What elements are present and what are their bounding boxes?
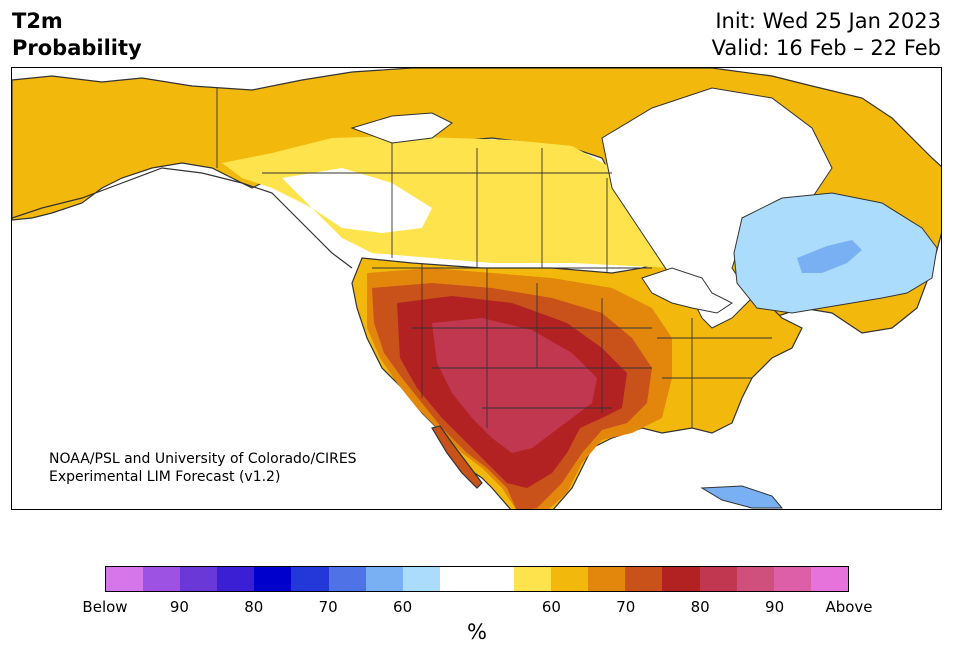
colorbar-swatch [551, 567, 589, 591]
colorbar-swatch [514, 567, 552, 591]
colorbar-tick-label: Above [825, 598, 873, 616]
colorbar-swatch [625, 567, 663, 591]
colorbar-swatch [180, 567, 218, 591]
title-line-1: T2m [12, 9, 63, 33]
colorbar-swatch [476, 567, 515, 591]
colorbar-swatch [588, 567, 626, 591]
map-panel [11, 67, 942, 510]
colorbar-unit: % [467, 620, 487, 644]
colorbar-tick-label: 90 [169, 598, 189, 616]
colorbar-tick-label: 60 [541, 598, 561, 616]
chart-title: T2m Probability [12, 8, 142, 62]
colorbar-tick-label: Below [82, 598, 128, 616]
colorbar-swatch [217, 567, 255, 591]
init-date: Init: Wed 25 Jan 2023 [715, 9, 941, 33]
valid-range: Valid: 16 Feb – 22 Feb [711, 36, 941, 60]
colorbar-swatch [810, 567, 848, 591]
colorbar-swatch [106, 567, 144, 591]
colorbar-swatch [365, 567, 403, 591]
colorbar-swatch [736, 567, 774, 591]
credit-line-2: Experimental LIM Forecast (v1.2) [49, 469, 281, 485]
boundaries [216, 88, 772, 428]
title-line-2: Probability [12, 36, 142, 60]
colorbar-swatch [773, 567, 811, 591]
colorbar-swatch [402, 567, 440, 591]
colorbar-tick-label: 60 [393, 598, 413, 616]
region-neutral-west [282, 168, 432, 233]
colorbar-tick-label: 80 [244, 598, 264, 616]
cuba [700, 485, 784, 509]
colorbar-tick-label: 70 [318, 598, 338, 616]
colorbar-swatch [662, 567, 700, 591]
alaska-coast [12, 167, 353, 269]
colorbar-swatch [254, 567, 292, 591]
colorbar-tick-label: 80 [690, 598, 710, 616]
colorbar-swatch [699, 567, 737, 591]
credit-line-1: NOAA/PSL and University of Colorado/CIRE… [49, 451, 357, 467]
colorbar-swatch [328, 567, 366, 591]
credit-text: NOAA/PSL and University of Colorado/CIRE… [49, 450, 357, 486]
colorbar-swatch [439, 567, 477, 591]
colorbar-swatch [143, 567, 181, 591]
great-lakes [641, 267, 733, 314]
colorbar-tick-label: 70 [616, 598, 636, 616]
north-america-map [12, 68, 941, 509]
colorbar [105, 566, 849, 592]
region-blue [797, 240, 862, 273]
region-crimson [432, 318, 597, 453]
colorbar-tick-label: 90 [765, 598, 785, 616]
region-yellow-canada [222, 136, 672, 268]
baja [431, 425, 483, 489]
forecast-dates: Init: Wed 25 Jan 2023 Valid: 16 Feb – 22… [712, 8, 941, 62]
colorbar-swatch [291, 567, 329, 591]
